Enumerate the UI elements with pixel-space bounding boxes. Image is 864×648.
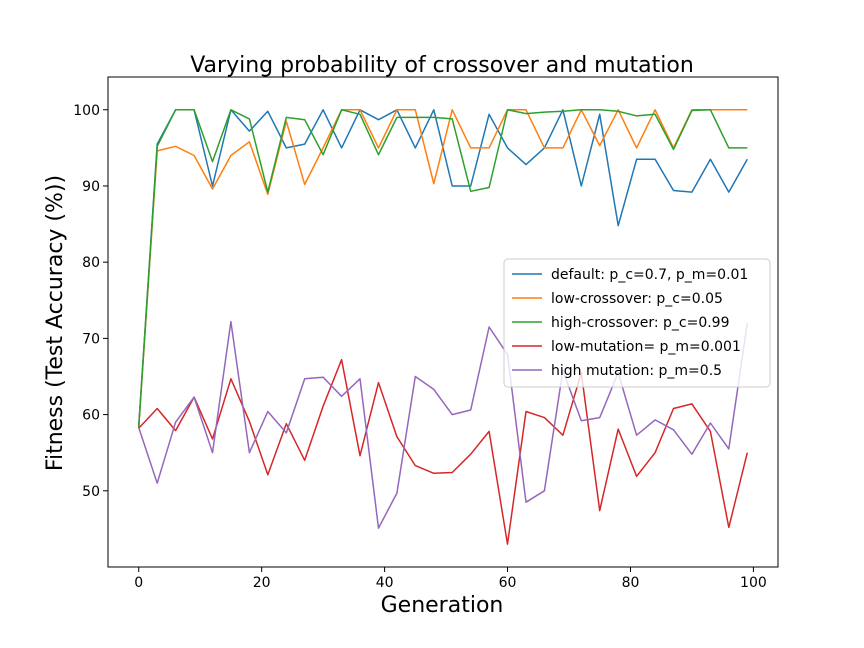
- legend-label-5: high mutation: p_m=0.5: [551, 363, 722, 379]
- plot-area: [137, 109, 749, 545]
- y-tick-label: 60: [82, 408, 100, 424]
- y-tick-label: 90: [82, 179, 100, 195]
- x-tick-label: 20: [253, 575, 271, 591]
- series-line-4: [138, 358, 749, 545]
- x-axis-label: Generation: [381, 593, 504, 618]
- x-tick-label: 100: [740, 575, 767, 591]
- plot-frame: [107, 76, 779, 568]
- y-tick-label: 70: [82, 331, 100, 347]
- chart-title: Varying probability of crossover and mut…: [190, 53, 694, 78]
- x-tick-label: 80: [622, 575, 640, 591]
- x-tick-label: 0: [134, 575, 143, 591]
- x-tick-label: 60: [499, 575, 517, 591]
- y-axis-label: Fitness (Test Accuracy (%)): [43, 175, 68, 471]
- series-line-5: [137, 320, 749, 529]
- x-axis: 0 20 40 60 80 100: [134, 567, 767, 591]
- legend-label-3: high-crossover: p_c=0.99: [551, 315, 730, 331]
- y-tick-label: 50: [82, 484, 100, 500]
- series-line-2: [137, 109, 748, 428]
- legend-label-2: low-crossover: p_c=0.05: [551, 291, 723, 307]
- legend-label-4: low-mutation= p_m=0.001: [551, 339, 741, 355]
- legend-box: [503, 258, 771, 388]
- y-axis: 50 60 70 80 90 100: [73, 103, 108, 500]
- y-tick-label: 100: [73, 103, 100, 119]
- x-tick-label: 40: [376, 575, 394, 591]
- legend: default: p_c=0.7, p_m=0.01 low-crossover:…: [503, 258, 771, 388]
- legend-label-1: default: p_c=0.7, p_m=0.01: [551, 267, 748, 283]
- series-line-3: [137, 109, 748, 429]
- y-tick-label: 80: [82, 255, 100, 271]
